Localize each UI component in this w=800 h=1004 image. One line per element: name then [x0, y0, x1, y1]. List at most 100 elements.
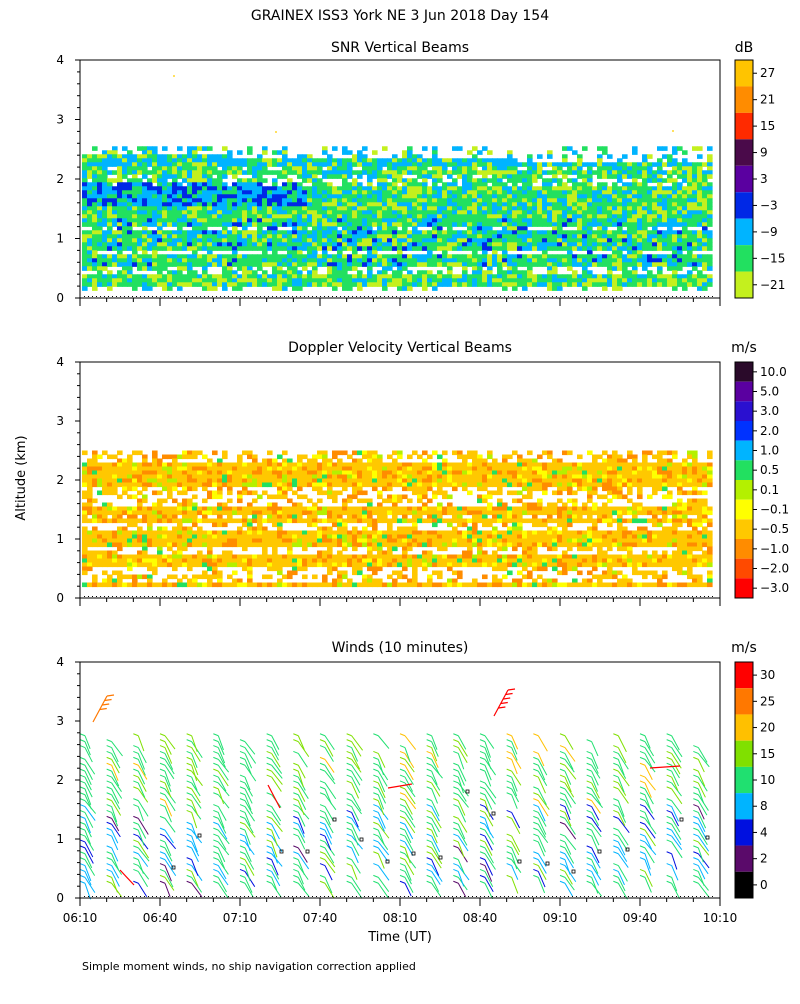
snr-cell [557, 206, 563, 211]
doppler-cell [227, 583, 233, 588]
snr-cell [617, 262, 623, 267]
snr-cell [292, 162, 298, 167]
snr-cell [417, 206, 423, 211]
snr-cell [617, 230, 623, 235]
doppler-cell [277, 479, 283, 484]
snr-cell [637, 222, 643, 227]
snr-cell [237, 198, 243, 203]
snr-cell [202, 270, 208, 275]
snr-cell [307, 246, 313, 251]
doppler-cell [132, 451, 138, 456]
snr-cell [682, 218, 688, 223]
snr-cell [447, 210, 453, 215]
doppler-cell [192, 515, 198, 520]
doppler-cell [182, 539, 188, 544]
snr-cell [107, 226, 113, 231]
snr-cell [627, 230, 633, 235]
snr-cell [567, 250, 573, 255]
doppler-cell [172, 539, 178, 544]
snr-cell [152, 178, 158, 183]
snr-cell [707, 274, 713, 279]
snr-cell [697, 206, 703, 211]
snr-cell [607, 278, 613, 283]
snr-cell [147, 178, 153, 183]
snr-cell [687, 262, 693, 267]
snr-cell [652, 254, 658, 259]
doppler-cell [197, 563, 203, 568]
snr-cell [242, 222, 248, 227]
doppler-cell [247, 559, 253, 564]
snr-cell [287, 210, 293, 215]
snr-cell [227, 154, 233, 159]
snr-cell [167, 214, 173, 219]
snr-cell [422, 246, 428, 251]
doppler-cell [177, 563, 183, 568]
colorbar-tick-label: −3 [760, 198, 778, 212]
doppler-cell [142, 467, 148, 472]
snr-cell [422, 162, 428, 167]
doppler-cell [127, 523, 133, 528]
doppler-cell [202, 575, 208, 580]
snr-cell [117, 274, 123, 279]
snr-cell [152, 166, 158, 171]
doppler-cell [117, 579, 123, 584]
snr-cell [407, 254, 413, 259]
snr-cell [507, 230, 513, 235]
snr-cell [362, 242, 368, 247]
snr-cell [157, 174, 163, 179]
snr-cell [322, 230, 328, 235]
snr-cell [532, 206, 538, 211]
snr-cell [172, 242, 178, 247]
snr-cell [297, 254, 303, 259]
doppler-cell [82, 467, 88, 472]
snr-cell [417, 254, 423, 259]
doppler-cell [297, 559, 303, 564]
doppler-cell [252, 483, 258, 488]
snr-cell [682, 258, 688, 263]
snr-cell [137, 238, 143, 243]
doppler-cell [137, 559, 143, 564]
snr-cell [127, 222, 133, 227]
doppler-cell [122, 531, 128, 536]
doppler-cell [177, 519, 183, 524]
snr-cell [587, 182, 593, 187]
snr-cell [307, 258, 313, 263]
snr-cell [367, 182, 373, 187]
doppler-cell [162, 527, 168, 532]
snr-cell [222, 238, 228, 243]
snr-cell [372, 250, 378, 255]
snr-cell [662, 254, 668, 259]
doppler-cell [267, 583, 273, 588]
snr-cell [332, 218, 338, 223]
doppler-cell [107, 575, 113, 580]
snr-cell [572, 166, 578, 171]
snr-cell [387, 246, 393, 251]
snr-cell [327, 230, 333, 235]
doppler-cell [122, 511, 128, 516]
snr-cell [342, 162, 348, 167]
snr-cell [697, 170, 703, 175]
snr-cell [617, 170, 623, 175]
snr-cell [167, 254, 173, 259]
doppler-cell [182, 515, 188, 520]
snr-cell [342, 210, 348, 215]
snr-cell [312, 230, 318, 235]
doppler-cell [87, 567, 93, 572]
doppler-cell [182, 467, 188, 472]
doppler-cell [162, 583, 168, 588]
snr-cell [462, 170, 468, 175]
snr-cell [437, 218, 443, 223]
snr-cell [337, 242, 343, 247]
snr-cell [477, 178, 483, 183]
snr-cell [82, 258, 88, 263]
snr-cell [502, 218, 508, 223]
doppler-cell [247, 455, 253, 460]
snr-cell [632, 238, 638, 243]
snr-cell [117, 254, 123, 259]
snr-cell [342, 218, 348, 223]
doppler-cell [117, 459, 123, 464]
snr-cell [82, 154, 88, 159]
snr-cell [587, 226, 593, 231]
doppler-cell [187, 531, 193, 536]
snr-cell [352, 238, 358, 243]
